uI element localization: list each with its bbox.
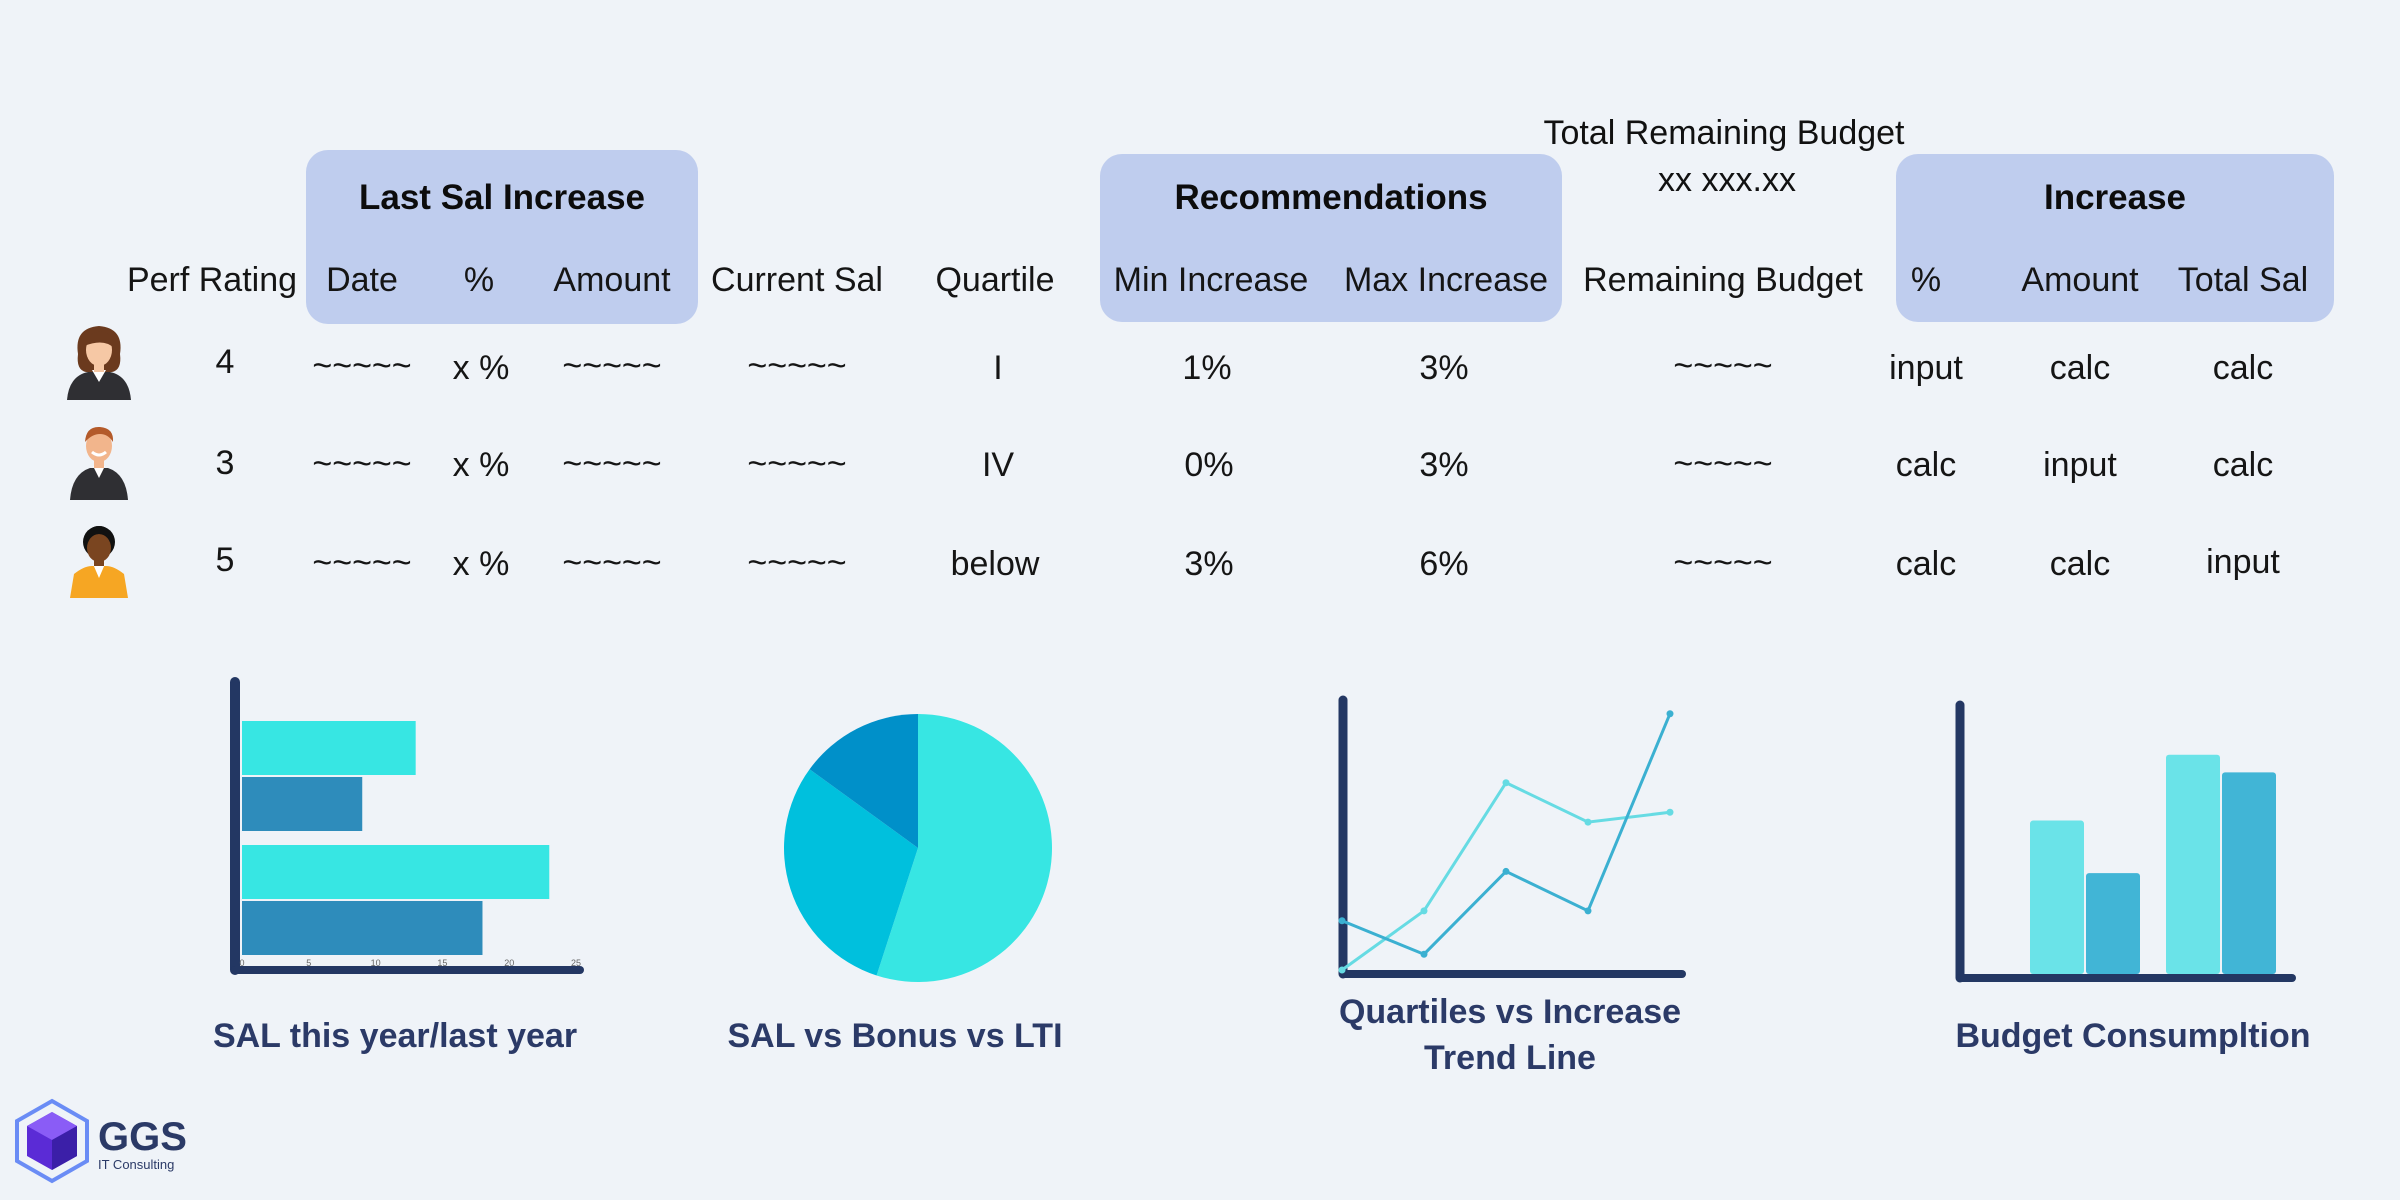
header-perf-rating: Perf Rating <box>126 261 298 299</box>
row-1-min-increase: 1% <box>1182 349 1232 387</box>
quartiles-vs-increase-line-chart <box>1338 695 1686 979</box>
row-1-max-increase: 3% <box>1419 349 1469 387</box>
row-1-rating: 4 <box>215 343 235 381</box>
last-sal-increase-panel: Last Sal Increase <box>306 150 698 324</box>
row-1-remaining-budget: ~~~~~ <box>1673 347 1773 385</box>
chart3-point-1-2 <box>1502 867 1510 875</box>
male-employee-avatar <box>70 426 128 500</box>
row-1-increase-pct[interactable]: input <box>1889 349 1963 387</box>
chart3-caption-line1: Quartiles vs Increase <box>1338 993 1682 1031</box>
row-3-pct: x % <box>452 545 510 583</box>
chart4-bar-A-1 <box>2086 873 2140 974</box>
chart4-bar-B-1 <box>2222 772 2276 974</box>
chart1-x-tick: 5 <box>306 958 311 968</box>
increase-title: Increase <box>2043 178 2187 217</box>
header-date: Date <box>326 261 398 299</box>
chart3-caption-line2: Trend Line <box>1424 1039 1596 1077</box>
increase-panel: Increase <box>1896 154 2334 322</box>
chart2-slice-1 <box>784 769 918 976</box>
row-1-date: ~~~~~ <box>312 347 412 385</box>
chart1-bar-B-0 <box>242 845 550 899</box>
logo-subtitle: IT Consulting <box>98 1157 175 1172</box>
recommendations-panel: Recommendations <box>1100 154 1562 322</box>
chart3-point-1-0 <box>1338 917 1346 925</box>
row-1-total-sal: calc <box>2212 349 2274 387</box>
last-sal-increase-title: Last Sal Increase <box>359 178 645 217</box>
header-max-increase: Max Increase <box>1343 261 1549 299</box>
row-1-increase-amount: calc <box>2049 349 2111 387</box>
row-2-min-increase: 0% <box>1184 446 1234 484</box>
header-increase-pct: % <box>1910 261 1942 299</box>
chart1-bar-A-0 <box>242 721 416 775</box>
cube-hexagon-icon <box>15 1098 89 1184</box>
chart3-point-0-3 <box>1584 818 1592 826</box>
chart2-slice-2 <box>809 714 918 848</box>
chart3-series-line-1 <box>1341 713 1672 956</box>
total-remaining-budget-title: Total Remaining Budget <box>1543 114 1905 152</box>
row-2-quartile: IV <box>981 446 1015 484</box>
row-1-quartile: I <box>993 349 1003 387</box>
chart1-bar-A-1 <box>242 777 363 831</box>
chart1-bar-B-1 <box>242 901 483 955</box>
row-3-current-sal: ~~~~~ <box>747 544 847 582</box>
header-quartile: Quartile <box>935 261 1055 299</box>
budget-consumption-bar-chart <box>1955 700 2296 983</box>
row-1-pct: x % <box>452 349 510 387</box>
chart3-point-0-4 <box>1666 808 1674 816</box>
chart2-slice-0 <box>876 714 1052 982</box>
row-3-quartile: below <box>950 545 1040 583</box>
row-2-current-sal: ~~~~~ <box>747 445 847 483</box>
row-3-min-increase: 3% <box>1184 545 1234 583</box>
chart3-point-1-3 <box>1584 907 1592 915</box>
logo-name: GGS <box>98 1115 187 1159</box>
row-2-max-increase: 3% <box>1419 446 1469 484</box>
chart4-bar-B-0 <box>2166 754 2220 974</box>
sal-this-year-last-year-chart: 0 5 10 15 20 25 <box>230 677 584 975</box>
row-2-increase-pct: calc <box>1895 446 1957 484</box>
row-2-remaining-budget: ~~~~~ <box>1673 445 1773 483</box>
chart1-x-tick: 25 <box>571 958 581 968</box>
row-3-rating: 5 <box>215 541 235 579</box>
row-3-increase-amount: calc <box>2049 545 2111 583</box>
chart1-x-tick: 20 <box>504 958 514 968</box>
chart3-point-0-0 <box>1338 966 1346 974</box>
row-2-increase-amount[interactable]: input <box>2043 446 2117 484</box>
chart4-bar-A-0 <box>2030 820 2084 974</box>
chart1-caption: SAL this year/last year <box>212 1017 578 1055</box>
chart1-x-tick: 10 <box>371 958 381 968</box>
row-3-increase-pct: calc <box>1895 545 1957 583</box>
header-pct: % <box>463 261 495 299</box>
row-3-amount: ~~~~~ <box>562 544 662 582</box>
header-current-sal: Current Sal <box>711 261 883 299</box>
total-remaining-budget-value: xx xxx.xx <box>1658 161 1796 199</box>
chart3-point-0-1 <box>1420 907 1428 915</box>
chart1-x-tick: 0 <box>239 958 244 968</box>
row-3-date: ~~~~~ <box>312 544 412 582</box>
chart4-caption: Budget Consumpltion <box>1955 1017 2311 1055</box>
chart1-x-tick: 15 <box>437 958 447 968</box>
row-3-max-increase: 6% <box>1419 545 1469 583</box>
row-2-rating: 3 <box>215 444 235 482</box>
header-min-increase: Min Increase <box>1113 261 1309 299</box>
header-remaining-budget: Remaining Budget <box>1583 261 1863 299</box>
row-2-amount: ~~~~~ <box>562 445 662 483</box>
female-employee-avatar <box>67 326 131 400</box>
recommendations-title: Recommendations <box>1174 178 1488 217</box>
header-total-sal: Total Sal <box>2177 261 2309 299</box>
row-1-current-sal: ~~~~~ <box>747 347 847 385</box>
header-increase-amount: Amount <box>2021 261 2139 299</box>
row-1-amount: ~~~~~ <box>562 347 662 385</box>
chart3-point-0-2 <box>1502 779 1510 787</box>
chart3-point-1-4 <box>1666 710 1674 718</box>
row-3-remaining-budget: ~~~~~ <box>1673 544 1773 582</box>
row-2-pct: x % <box>452 446 510 484</box>
sal-bonus-lti-pie-chart <box>784 714 1052 982</box>
row-2-date: ~~~~~ <box>312 445 412 483</box>
chart2-caption: SAL vs Bonus vs LTI <box>727 1017 1063 1055</box>
row-2-total-sal: calc <box>2212 446 2274 484</box>
male-employee-avatar-2 <box>70 526 128 598</box>
chart3-point-1-1 <box>1420 950 1428 958</box>
header-amount: Amount <box>553 261 671 299</box>
row-3-total-sal[interactable]: input <box>2206 543 2280 581</box>
